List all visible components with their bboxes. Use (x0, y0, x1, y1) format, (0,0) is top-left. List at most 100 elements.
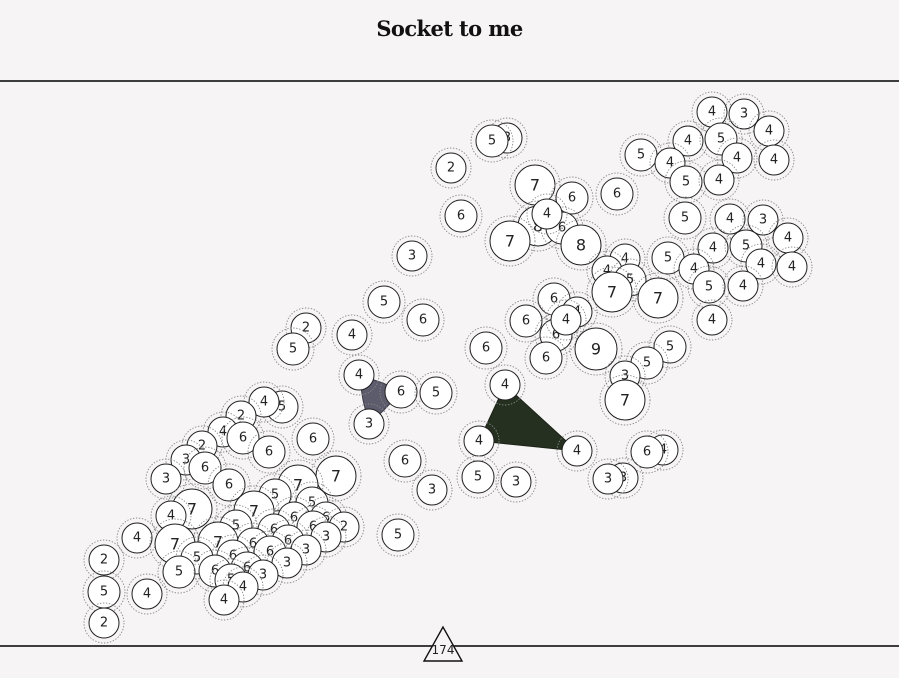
ball-ring (411, 469, 453, 511)
ball[interactable]: 6 (625, 430, 669, 474)
ball-number: 4 (220, 593, 228, 608)
ball[interactable]: 5 (362, 280, 406, 324)
ball[interactable]: 4 (458, 420, 500, 462)
ball[interactable]: 5 (376, 513, 420, 557)
ball[interactable]: 4 (331, 314, 373, 356)
ball-body (367, 285, 401, 319)
ball-number: 4 (621, 252, 629, 267)
ball-number: 4 (543, 207, 551, 222)
ball-ring (383, 439, 427, 483)
ball-ring (595, 172, 639, 216)
ball-number: 4 (143, 587, 151, 602)
balls-layer[interactable]: 4344544545435267686478654344544545444457… (82, 91, 813, 644)
ball[interactable]: 6 (247, 430, 291, 474)
ball-number: 7 (170, 535, 180, 554)
ball[interactable]: 6 (464, 326, 508, 370)
ball[interactable]: 4 (716, 137, 758, 179)
ball-number: 4 (562, 313, 570, 328)
ball[interactable]: 4 (698, 159, 740, 201)
ball[interactable]: 4 (484, 364, 526, 406)
large-socket (478, 384, 579, 452)
ball[interactable]: 6 (595, 172, 639, 216)
ball[interactable]: 5 (619, 133, 663, 177)
ball[interactable]: 7 (586, 266, 638, 318)
ball-number: 7 (213, 533, 223, 552)
ball-body (461, 460, 495, 494)
ball[interactable]: 5 (414, 371, 458, 415)
ball[interactable]: 3 (495, 461, 537, 503)
ball[interactable]: 9 (569, 322, 623, 376)
ball[interactable]: 4 (526, 193, 568, 235)
ball-body (653, 330, 687, 364)
ball-number: 3 (259, 568, 267, 583)
ball-number: 5 (474, 470, 482, 485)
ball[interactable]: 8 (555, 219, 607, 271)
ball[interactable]: 4 (545, 299, 587, 341)
ball[interactable]: 4 (126, 573, 168, 615)
ball[interactable]: 6 (383, 439, 427, 483)
ball[interactable]: 7 (632, 272, 684, 324)
ball[interactable]: 5 (271, 327, 315, 371)
ball[interactable]: 6 (504, 299, 548, 343)
ball[interactable]: 4 (556, 430, 598, 472)
ball[interactable]: 2 (430, 147, 472, 189)
ball-body (296, 422, 330, 456)
ball-number: 4 (757, 257, 765, 272)
ball[interactable]: 4 (116, 517, 158, 559)
ball[interactable]: 6 (439, 194, 483, 238)
ball[interactable]: 4 (203, 579, 245, 621)
ball[interactable]: 5 (82, 570, 126, 614)
ball[interactable]: 6 (550, 176, 594, 220)
ball[interactable]: 4 (748, 110, 790, 152)
ball[interactable]: 3 (587, 458, 629, 500)
ball-number: 4 (784, 231, 792, 246)
ball[interactable]: 5 (648, 325, 692, 369)
ball[interactable]: 6 (524, 336, 568, 380)
ball-number: 6 (550, 292, 558, 307)
ball[interactable]: 3 (145, 458, 187, 500)
ball[interactable]: 6 (291, 417, 335, 461)
ball-body (509, 304, 543, 338)
ball-ring (599, 374, 651, 426)
ball-body (669, 165, 703, 199)
ball-ring (348, 403, 390, 445)
ball-number: 7 (530, 176, 540, 195)
ball[interactable]: 5 (470, 119, 514, 163)
ball[interactable]: 4 (692, 227, 734, 269)
ball[interactable]: 2 (83, 539, 125, 581)
ball[interactable]: 4 (767, 217, 809, 259)
ball[interactable]: 5 (157, 550, 201, 594)
ball[interactable]: 5 (663, 196, 707, 240)
ball[interactable]: 3 (411, 469, 453, 511)
ball[interactable]: 4 (691, 299, 733, 341)
ball[interactable]: 6 (207, 463, 251, 507)
ball[interactable]: 4 (753, 139, 795, 181)
ball[interactable]: 4 (771, 246, 813, 288)
ball-number: 5 (705, 280, 713, 295)
ball-ring (242, 554, 284, 596)
ball-number: 3 (408, 249, 416, 264)
ball[interactable]: 4 (150, 495, 192, 537)
ball[interactable]: 2 (83, 602, 125, 644)
ball[interactable]: 5 (456, 455, 500, 499)
ball[interactable]: 6 (183, 446, 227, 490)
ball[interactable]: 6 (379, 370, 423, 414)
ball[interactable]: 7 (599, 374, 651, 426)
ball-number: 6 (482, 341, 490, 356)
ball[interactable]: 7 (484, 215, 536, 267)
ball[interactable]: 4 (338, 354, 380, 396)
ball-number: 7 (187, 500, 197, 519)
ball[interactable]: 3 (391, 235, 433, 277)
ball[interactable]: 5 (687, 265, 731, 309)
ball-body (212, 468, 246, 502)
ball-number: 4 (167, 509, 175, 524)
ball-ring (126, 573, 168, 615)
ball[interactable]: 4 (243, 381, 285, 423)
ball[interactable]: 6 (401, 298, 445, 342)
ball[interactable]: 3 (348, 403, 390, 445)
ball[interactable]: 4 (722, 265, 764, 307)
ball-ring (648, 325, 692, 369)
ball-body (188, 451, 222, 485)
ball-body (381, 518, 415, 552)
